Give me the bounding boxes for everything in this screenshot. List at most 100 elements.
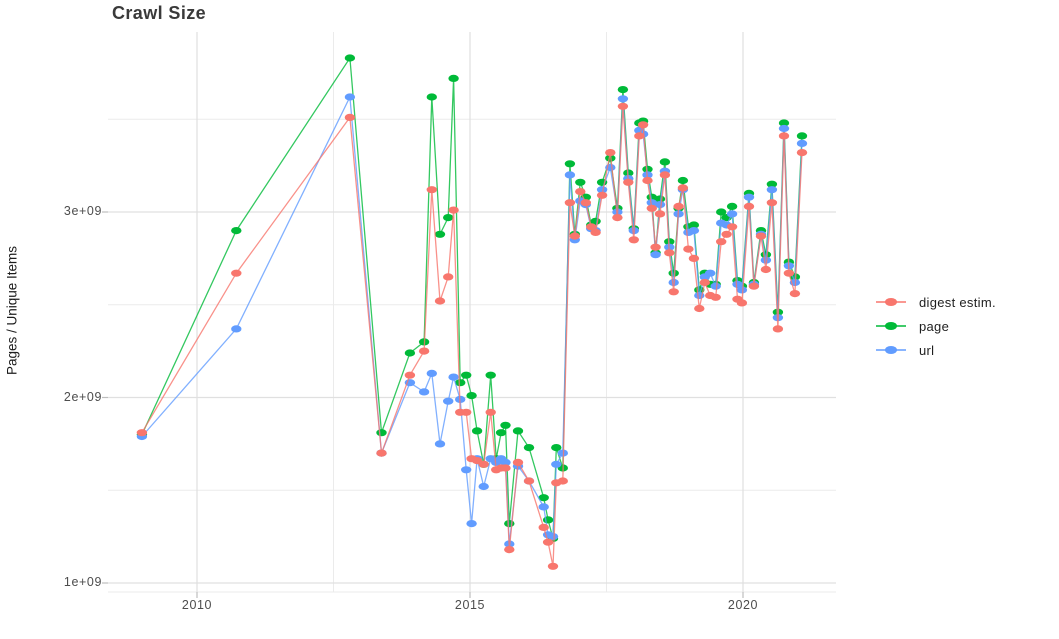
data-point xyxy=(461,466,472,474)
data-point xyxy=(659,171,671,179)
x-tick-label: 2010 xyxy=(181,598,213,612)
data-point xyxy=(683,245,694,253)
data-point xyxy=(466,520,477,528)
data-point xyxy=(796,132,808,140)
data-point xyxy=(471,427,483,435)
data-point xyxy=(231,269,242,277)
data-point xyxy=(736,286,748,294)
y-tick-label: 2e+09 xyxy=(63,390,102,404)
data-point xyxy=(448,74,459,82)
data-point xyxy=(404,371,416,379)
series-url xyxy=(136,93,808,548)
data-point xyxy=(628,236,639,244)
data-point xyxy=(344,54,356,62)
data-point xyxy=(612,214,623,222)
data-point xyxy=(564,160,576,168)
data-point xyxy=(726,223,738,231)
data-point xyxy=(755,232,767,240)
data-point xyxy=(617,95,629,103)
data-point xyxy=(778,124,790,133)
data-point xyxy=(404,349,416,357)
data-point xyxy=(344,113,356,121)
data-point xyxy=(231,325,242,333)
legend-item-page: page xyxy=(876,317,996,335)
data-point xyxy=(523,444,535,452)
data-point xyxy=(485,408,496,416)
data-point xyxy=(688,254,700,262)
series-page xyxy=(136,54,808,543)
x-tick-label: 2015 xyxy=(454,598,486,612)
data-point xyxy=(569,232,580,240)
legend-key-digest-icon xyxy=(876,293,906,311)
data-point xyxy=(688,227,700,235)
legend-label: digest estim. xyxy=(919,294,996,310)
data-point xyxy=(376,449,387,457)
data-point xyxy=(485,371,496,379)
data-point xyxy=(443,214,454,222)
data-point xyxy=(478,482,489,491)
data-point xyxy=(623,178,634,186)
data-point xyxy=(448,373,459,381)
legend-key-page-icon xyxy=(876,317,906,335)
data-point xyxy=(455,379,466,387)
data-point xyxy=(668,288,679,296)
data-point xyxy=(512,427,524,435)
data-point xyxy=(376,429,387,437)
data-point xyxy=(732,280,743,288)
data-point xyxy=(466,392,477,400)
data-point xyxy=(478,460,489,468)
data-point xyxy=(551,444,562,452)
data-point xyxy=(538,494,549,502)
data-point xyxy=(699,278,710,287)
data-point xyxy=(796,139,808,147)
legend-label: url xyxy=(919,342,935,358)
data-point xyxy=(766,180,778,188)
data-point xyxy=(557,477,568,485)
data-point xyxy=(590,228,601,236)
data-point xyxy=(500,458,511,466)
data-point xyxy=(500,421,511,429)
data-point xyxy=(642,176,653,185)
data-point xyxy=(726,210,738,218)
data-point xyxy=(461,371,472,379)
data-point xyxy=(586,223,597,231)
data-point xyxy=(542,538,554,546)
data-point xyxy=(736,299,748,307)
data-point xyxy=(789,290,801,298)
data-point xyxy=(564,199,576,207)
data-point xyxy=(448,206,459,214)
data-point xyxy=(605,149,616,157)
y-tick-label: 3e+09 xyxy=(63,204,102,218)
data-point xyxy=(504,546,515,554)
data-point xyxy=(650,251,661,259)
data-point xyxy=(743,193,755,201)
data-point xyxy=(710,282,721,290)
data-point xyxy=(760,256,772,264)
data-point xyxy=(512,458,524,466)
data-point xyxy=(766,199,778,207)
data-point xyxy=(418,347,430,355)
data-point xyxy=(500,464,511,472)
data-point xyxy=(716,238,727,246)
data-point xyxy=(580,199,591,207)
data-point xyxy=(551,460,562,468)
data-point xyxy=(617,86,629,94)
series-line xyxy=(141,106,803,567)
data-point xyxy=(434,230,446,238)
data-point xyxy=(743,202,755,210)
data-point xyxy=(418,388,430,396)
data-point xyxy=(136,429,148,437)
data-point xyxy=(443,397,454,405)
data-point xyxy=(434,440,446,448)
data-point xyxy=(694,304,705,313)
series-digest-estim- xyxy=(136,102,808,570)
data-point xyxy=(426,186,437,194)
data-point xyxy=(617,102,629,110)
y-tick-label: 1e+09 xyxy=(63,575,102,589)
data-point xyxy=(443,273,454,281)
data-point xyxy=(778,119,790,127)
data-point xyxy=(344,93,356,101)
data-point xyxy=(748,282,760,290)
data-point xyxy=(688,221,700,229)
